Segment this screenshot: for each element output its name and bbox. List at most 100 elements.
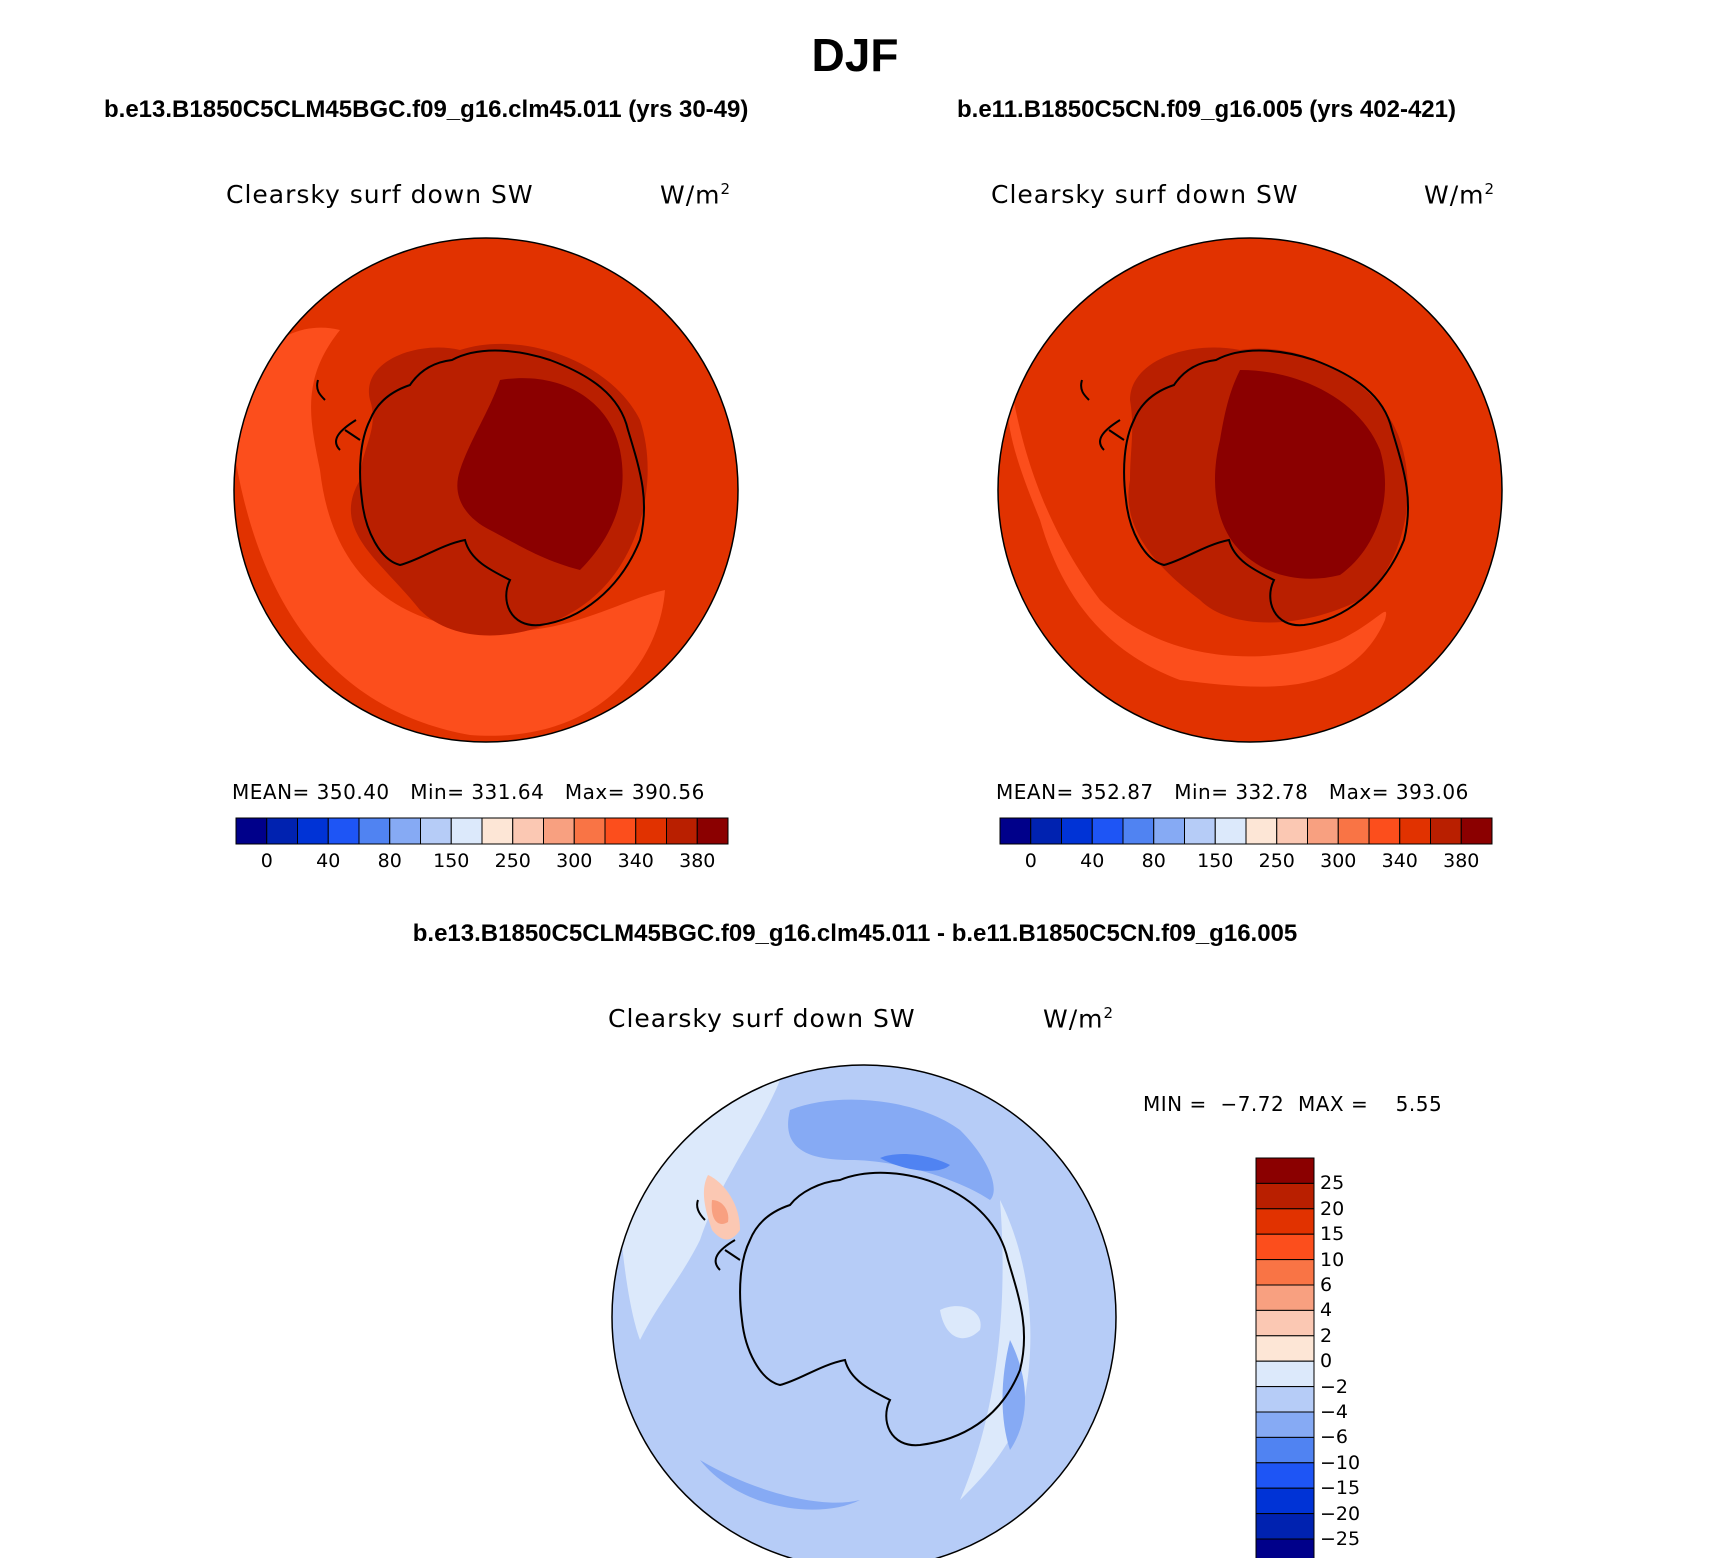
colorbar-swatch xyxy=(235,817,268,845)
colorbar-swatch xyxy=(266,817,298,845)
colorbar-swatch xyxy=(1255,1259,1315,1286)
right-mean-value: 352.87 xyxy=(1080,780,1154,804)
colorbar-swatch xyxy=(1184,817,1216,845)
left-land-high xyxy=(457,378,623,570)
colorbar-swatch xyxy=(1255,1284,1315,1311)
colorbar-tick-label: 80 xyxy=(377,850,402,872)
colorbar-tick-label: 150 xyxy=(433,850,470,872)
right-polar-map xyxy=(997,237,1503,743)
right-max-value: 393.06 xyxy=(1395,780,1469,804)
left-min-label: Min= xyxy=(410,780,465,804)
colorbar-swatch xyxy=(1399,817,1431,845)
colorbar-swatch xyxy=(389,817,421,845)
colorbar-swatch xyxy=(1255,1538,1315,1558)
colorbar-swatch xyxy=(450,817,483,845)
left-units-label: W/m2 xyxy=(660,180,731,209)
diff-polar-map xyxy=(611,1064,1117,1558)
diff-mid-east xyxy=(1002,1340,1025,1450)
diff-colorbar xyxy=(1255,1157,1315,1558)
colorbar-tick-label: 380 xyxy=(1443,850,1480,872)
right-colorbar xyxy=(999,817,1493,845)
colorbar-swatch xyxy=(635,817,667,845)
diff-units-text: W/m xyxy=(1043,1004,1104,1034)
left-min-value: 331.64 xyxy=(471,780,545,804)
colorbar-tick-label: 340 xyxy=(1381,850,1418,872)
diff-mid-north xyxy=(788,1099,994,1200)
right-max-label: Max= xyxy=(1328,780,1389,804)
right-coastline xyxy=(1123,349,1410,627)
left-variable-label: Clearsky surf down SW xyxy=(226,180,534,209)
right-units-sup: 2 xyxy=(1484,180,1496,198)
left-colorbar xyxy=(235,817,729,845)
colorbar-tick-label: 10 xyxy=(1320,1248,1345,1271)
colorbar-swatch xyxy=(1255,1309,1315,1337)
colorbar-swatch xyxy=(1255,1208,1315,1235)
colorbar-swatch xyxy=(1276,817,1308,845)
diff-min-value: −7.72 xyxy=(1220,1092,1285,1116)
colorbar-swatch xyxy=(1255,1411,1315,1438)
diff-max-value: 5.55 xyxy=(1395,1092,1443,1116)
left-coastline xyxy=(359,349,646,627)
colorbar-swatch xyxy=(1430,817,1462,845)
left-peninsula xyxy=(316,379,361,451)
colorbar-tick-label: 25 xyxy=(1320,1172,1345,1195)
colorbar-tick-label: 40 xyxy=(316,850,341,872)
colorbar-swatch xyxy=(1255,1513,1315,1540)
colorbar-swatch xyxy=(1061,817,1093,845)
colorbar-tick-label: 4 xyxy=(1320,1299,1333,1322)
colorbar-swatch xyxy=(1030,817,1062,845)
left-case-title: b.e13.B1850C5CLM45BGC.f09_g16.clm45.011 … xyxy=(104,96,749,123)
left-mean-label: MEAN= xyxy=(232,780,310,804)
right-min-label: Min= xyxy=(1174,780,1229,804)
diff-mid-south xyxy=(700,1460,860,1510)
colorbar-swatch xyxy=(1245,817,1278,845)
colorbar-tick-label: 380 xyxy=(679,850,716,872)
colorbar-tick-label: 300 xyxy=(1320,850,1357,872)
colorbar-swatch xyxy=(1368,817,1401,845)
colorbar-swatch xyxy=(1460,817,1493,845)
colorbar-tick-label: −25 xyxy=(1320,1528,1361,1550)
diff-peninsula xyxy=(696,1199,741,1271)
colorbar-swatch xyxy=(1153,817,1185,845)
colorbar-swatch xyxy=(1255,1335,1315,1362)
colorbar-swatch xyxy=(1337,817,1370,845)
colorbar-tick-label: 250 xyxy=(494,850,531,872)
diff-light-interior xyxy=(940,1306,981,1339)
diff-stats: MIN = −7.72 MAX = 5.55 xyxy=(1143,1092,1442,1116)
colorbar-swatch xyxy=(420,817,452,845)
left-max-label: Max= xyxy=(564,780,625,804)
colorbar-tick-label: 150 xyxy=(1197,850,1234,872)
colorbar-tick-label: 2 xyxy=(1320,1324,1333,1347)
right-low-band xyxy=(1007,380,1387,687)
colorbar-swatch xyxy=(1255,1462,1315,1489)
colorbar-swatch xyxy=(1255,1157,1315,1184)
right-case-title: b.e11.B1850C5CN.f09_g16.005 (yrs 402-421… xyxy=(957,96,1456,123)
right-min-value: 332.78 xyxy=(1235,780,1309,804)
colorbar-swatch xyxy=(358,817,391,845)
right-stats: MEAN= 352.87 Min= 332.78 Max= 393.06 xyxy=(996,780,1469,804)
right-peninsula xyxy=(1080,379,1125,451)
colorbar-tick-label: 0 xyxy=(1024,850,1037,872)
left-low-band xyxy=(234,327,665,736)
colorbar-swatch xyxy=(1255,1436,1315,1464)
left-max-value: 390.56 xyxy=(631,780,705,804)
colorbar-swatch xyxy=(1307,817,1339,845)
colorbar-swatch xyxy=(573,817,606,845)
left-units-sup: 2 xyxy=(720,180,732,198)
colorbar-tick-label: 0 xyxy=(1320,1350,1333,1373)
colorbar-tick-label: 0 xyxy=(260,850,273,872)
colorbar-tick-label: 40 xyxy=(1080,850,1105,872)
colorbar-swatch xyxy=(481,817,514,845)
right-map-border xyxy=(997,237,1503,743)
colorbar-tick-label: −6 xyxy=(1320,1426,1349,1449)
left-map-border xyxy=(233,237,739,743)
diff-map-border xyxy=(611,1064,1117,1558)
diff-min-label: MIN = xyxy=(1143,1092,1207,1116)
colorbar-swatch xyxy=(297,817,329,845)
diff-variable-label: Clearsky surf down SW xyxy=(608,1004,916,1033)
diff-max-label: MAX = xyxy=(1297,1092,1369,1116)
colorbar-tick-label: 15 xyxy=(1320,1223,1345,1246)
colorbar-tick-label: −15 xyxy=(1320,1477,1361,1500)
diff-coastline xyxy=(739,1171,1026,1447)
